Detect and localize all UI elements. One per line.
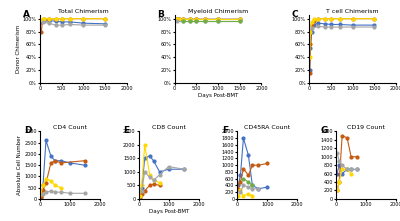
Text: F: F	[222, 126, 228, 135]
Text: B: B	[157, 10, 164, 19]
Title: CD4 Count: CD4 Count	[53, 125, 87, 130]
Y-axis label: Donor Chimerism: Donor Chimerism	[16, 25, 21, 73]
Title: CD45RA Count: CD45RA Count	[244, 125, 290, 130]
Title: CD8 Count: CD8 Count	[152, 125, 186, 130]
Title: Total Chimerism: Total Chimerism	[58, 9, 109, 14]
Title: Myeloid Chimerism: Myeloid Chimerism	[188, 9, 248, 14]
Title: T cell Chimerism: T cell Chimerism	[326, 9, 379, 14]
Y-axis label: Absolute Cell Number: Absolute Cell Number	[17, 135, 22, 195]
Text: C: C	[292, 10, 298, 19]
Text: E: E	[123, 126, 129, 135]
Text: D: D	[24, 126, 32, 135]
X-axis label: Days Post-BMT: Days Post-BMT	[198, 93, 238, 98]
X-axis label: Days Post-BMT: Days Post-BMT	[148, 209, 189, 214]
Title: CD19 Count: CD19 Count	[347, 125, 385, 130]
Text: A: A	[23, 10, 30, 19]
Text: G: G	[321, 126, 328, 135]
